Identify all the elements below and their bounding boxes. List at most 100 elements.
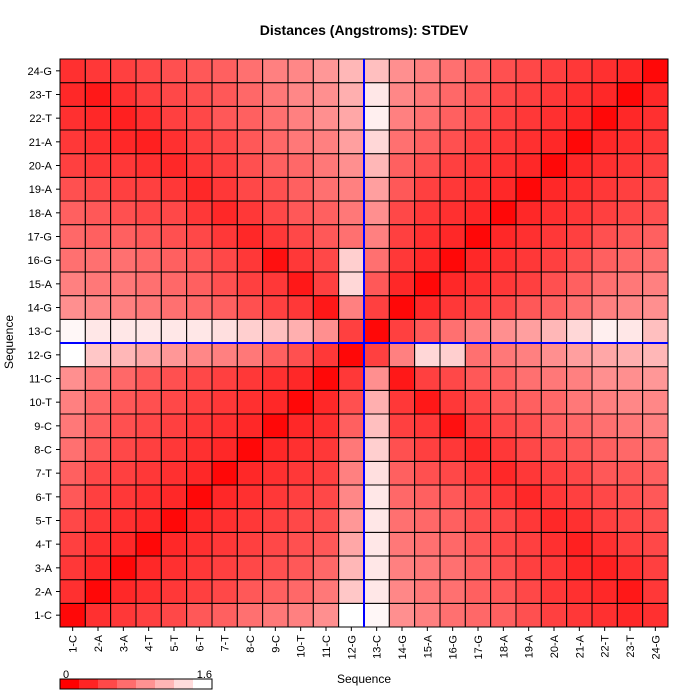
heatmap-cell: [160, 508, 188, 533]
heatmap-cell: [566, 58, 593, 84]
heatmap-cell: [160, 105, 188, 131]
heatmap-cell: [135, 579, 162, 604]
heatmap-cell: [566, 555, 593, 581]
x-tick-label: 23-T: [625, 635, 637, 658]
heatmap-cell: [84, 602, 112, 628]
heatmap-cell: [211, 200, 238, 226]
heatmap-cell: [388, 318, 416, 344]
heatmap-cell: [388, 366, 416, 391]
heatmap-cell: [414, 318, 441, 344]
heatmap-cell: [591, 318, 618, 344]
heatmap-cell: [186, 342, 213, 368]
heatmap-cell: [464, 508, 492, 533]
heatmap-cell: [591, 271, 618, 297]
heatmap-cell: [236, 58, 264, 84]
heatmap-cell: [616, 295, 644, 320]
heatmap-cell: [186, 58, 213, 84]
heatmap-cell: [236, 437, 264, 462]
heatmap-cell: [464, 58, 492, 84]
heatmap-cell: [388, 176, 416, 202]
heatmap-cell: [464, 366, 492, 391]
heatmap-cell: [338, 389, 365, 415]
heatmap-cell: [135, 531, 162, 557]
heatmap-cell: [287, 602, 314, 628]
heatmap-cell: [642, 437, 669, 462]
heatmap-cell: [236, 366, 264, 391]
heatmap-cell: [388, 271, 416, 297]
heatmap-cell: [110, 224, 137, 249]
heatmap-cell: [515, 555, 542, 581]
y-tick-label: 2-A: [35, 587, 53, 599]
heatmap-cell: [414, 295, 441, 320]
heatmap-cell: [160, 366, 188, 391]
heatmap-cell: [566, 129, 593, 155]
heatmap-cell: [414, 247, 441, 273]
heatmap-cell: [110, 484, 137, 510]
heatmap-cell: [312, 579, 340, 604]
heatmap-cell: [363, 153, 390, 178]
heatmap-cell: [642, 153, 669, 178]
heatmap-cell: [414, 413, 441, 439]
heatmap-cell: [414, 82, 441, 107]
heatmap-cell: [59, 176, 86, 202]
heatmap-cell: [211, 176, 238, 202]
heatmap-cell: [490, 318, 517, 344]
legend-swatch: [174, 679, 193, 689]
heatmap-cell: [160, 318, 188, 344]
heatmap-cell: [490, 200, 517, 226]
heatmap-cell: [110, 531, 137, 557]
heatmap-cell: [262, 602, 289, 628]
heatmap-cell: [566, 508, 593, 533]
legend-swatch: [117, 679, 136, 689]
heatmap-cell: [211, 531, 238, 557]
heatmap-cell: [338, 271, 365, 297]
heatmap-cell: [59, 82, 86, 107]
heatmap-cell: [110, 153, 137, 178]
heatmap-cell: [236, 105, 264, 131]
heatmap-cell: [186, 413, 213, 439]
heatmap-cell: [642, 508, 669, 533]
heatmap-cell: [84, 342, 112, 368]
heatmap-cell: [515, 508, 542, 533]
heatmap-cell: [84, 389, 112, 415]
heatmap-cell: [110, 271, 137, 297]
heatmap-cell: [211, 82, 238, 107]
heatmap-cell: [515, 176, 542, 202]
heatmap-cell: [236, 129, 264, 155]
y-tick-label: 23-T: [29, 90, 52, 102]
heatmap-cell: [312, 460, 340, 486]
heatmap-cell: [84, 295, 112, 320]
heatmap-cell: [135, 271, 162, 297]
heatmap-cell: [84, 460, 112, 486]
heatmap-cell: [59, 224, 86, 249]
heatmap-cell: [211, 555, 238, 581]
heatmap-cell: [110, 413, 137, 439]
heatmap-cell: [110, 105, 137, 131]
heatmap-cell: [616, 176, 644, 202]
heatmap-cell: [566, 318, 593, 344]
heatmap-cell: [312, 366, 340, 391]
heatmap-cell: [262, 58, 289, 84]
heatmap-cell: [186, 129, 213, 155]
heatmap-cell: [338, 295, 365, 320]
heatmap-cell: [591, 460, 618, 486]
heatmap-cell: [84, 413, 112, 439]
heatmap-cell: [84, 58, 112, 84]
y-tick-label: 20-A: [29, 161, 53, 173]
heatmap-cell: [338, 58, 365, 84]
heatmap-cell: [338, 176, 365, 202]
y-axis-label: Sequence: [2, 315, 16, 369]
heatmap-cell: [642, 389, 669, 415]
heatmap-cell: [439, 271, 466, 297]
heatmap-cell: [338, 413, 365, 439]
heatmap-cell: [464, 271, 492, 297]
heatmap-cell: [312, 295, 340, 320]
heatmap-cell: [566, 200, 593, 226]
heatmap-cell: [338, 247, 365, 273]
heatmap-cell: [439, 224, 466, 249]
heatmap-cell: [414, 224, 441, 249]
y-tick-labels: 1-C 2-A 3-A 4-T 5-T 6-T 7-T 8-C 9-C 10-T 11-C 12-G 1…: [28, 66, 60, 622]
heatmap-cell: [616, 531, 644, 557]
heatmap-cell: [312, 82, 340, 107]
heatmap-cell: [490, 389, 517, 415]
